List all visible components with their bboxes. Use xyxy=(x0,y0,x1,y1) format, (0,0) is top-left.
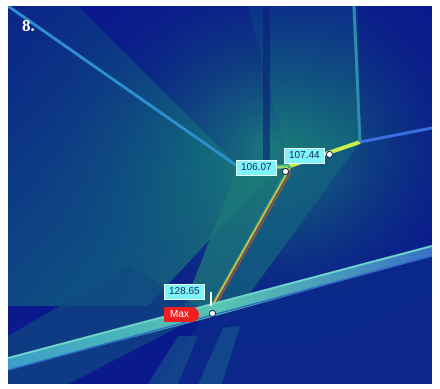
stress-label-1: 106.07 xyxy=(236,160,277,176)
stress-label-3: 128.65 xyxy=(164,284,205,300)
max-stress-flag: Max xyxy=(164,307,199,322)
leader-line xyxy=(210,292,212,306)
stress-label-2: 107.44 xyxy=(284,148,325,164)
probe-point-2 xyxy=(326,151,333,158)
probe-point-1 xyxy=(282,168,289,175)
step-number: 8. xyxy=(22,16,35,35)
stress-contour-plot: 8. 106.07 107.44 128.65 Max xyxy=(8,6,432,384)
stress-contour-image xyxy=(8,6,432,384)
max-probe-point xyxy=(209,310,216,317)
